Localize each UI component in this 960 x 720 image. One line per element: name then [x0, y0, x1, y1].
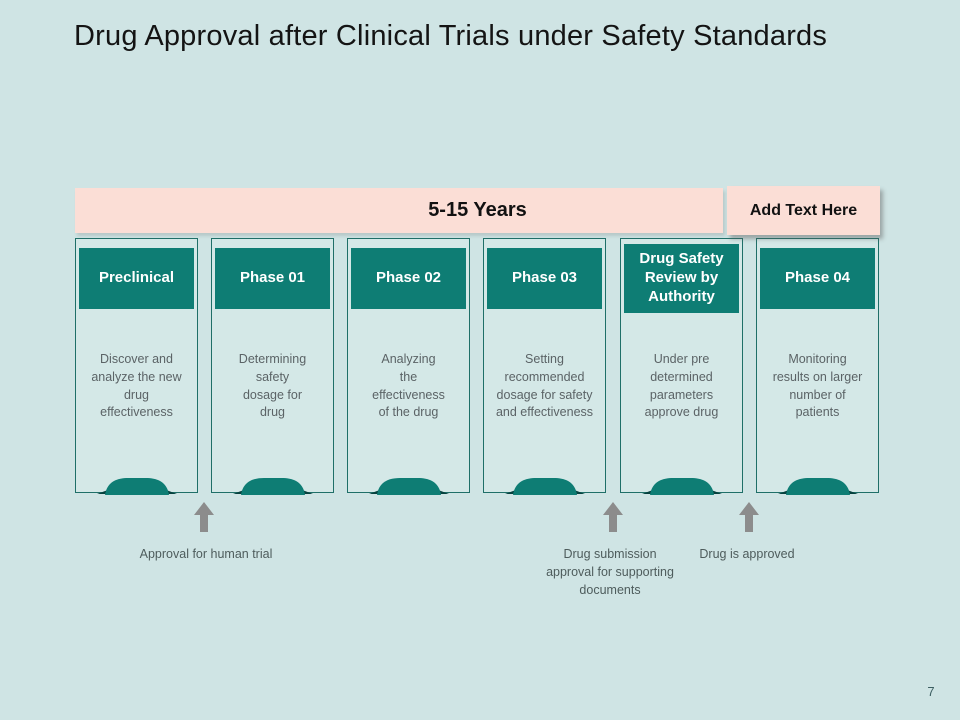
phase-column-phase04: Phase 04 Monitoring results on larger nu…	[756, 238, 879, 495]
ribbon-capsule-icon	[504, 478, 585, 495]
up-arrow-icon	[739, 502, 759, 532]
phase-header: Preclinical	[79, 248, 194, 309]
phase-header: Phase 04	[760, 248, 875, 309]
duration-banner	[75, 188, 723, 233]
page-number: 7	[927, 684, 935, 699]
annotation-drug-submission: Drug submission approval for supporting …	[546, 547, 674, 598]
annotation-drug-approved: Drug is approved	[699, 547, 795, 561]
phase-header: Phase 01	[215, 248, 330, 309]
phase-column-phase02: Phase 02 Analyzing the effectiveness of …	[347, 238, 470, 495]
ribbon-capsule-icon	[641, 478, 722, 495]
phase-description: Under pre determined parameters approve …	[644, 352, 719, 420]
phase-header: Drug Safety Review by Authority	[624, 244, 739, 313]
up-arrow-icon	[194, 502, 214, 532]
phase-description: Discover and analyze the new drug effect…	[91, 352, 182, 420]
ribbon-capsule-icon	[232, 478, 313, 495]
ribbon-capsule-icon	[368, 478, 449, 495]
ribbon-capsule-icon	[96, 478, 177, 495]
phase-header: Phase 03	[487, 248, 602, 309]
add-text-label: Add Text Here	[749, 201, 858, 219]
add-text-placeholder[interactable]: Add Text Here	[727, 186, 880, 235]
phase-column-phase03: Phase 03 Setting recommended dosage for …	[483, 238, 606, 495]
annotation-approval-human-trial: Approval for human trial	[139, 547, 273, 561]
phase-column-preclinical: Preclinical Discover and analyze the new…	[75, 238, 198, 495]
phase-header: Phase 02	[351, 248, 466, 309]
phase-description: Monitoring results on larger number of p…	[772, 352, 863, 420]
page-title: Drug Approval after Clinical Trials unde…	[74, 20, 828, 52]
phase-description: Analyzing the effectiveness of the drug	[372, 352, 445, 420]
ribbon-capsule-icon	[777, 478, 858, 495]
phase-description: Determining safety dosage for drug	[238, 352, 307, 420]
phase-description: Setting recommended dosage for safety an…	[495, 352, 594, 420]
phase-column-safety-review: Drug Safety Review by Authority Under pr…	[620, 238, 743, 495]
phase-column-phase01: Phase 01 Determining safety dosage for d…	[211, 238, 334, 495]
up-arrow-icon	[603, 502, 623, 532]
